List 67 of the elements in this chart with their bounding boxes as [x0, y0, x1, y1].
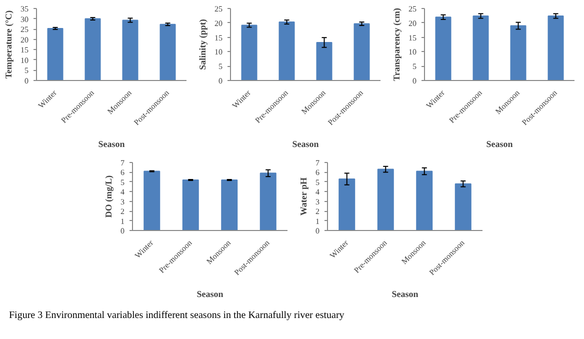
bar	[241, 24, 258, 80]
y-axis-title: Transparency (cm)	[392, 8, 402, 81]
y-tick-label: 1	[120, 216, 124, 226]
y-tick-label: 5	[24, 66, 28, 76]
y-tick-label: 30	[20, 14, 28, 24]
y-tick-label: 15	[20, 46, 28, 55]
y-axis-title: Salinity (ppt)	[198, 19, 208, 70]
y-tick-label: 20	[20, 35, 28, 44]
y-tick-label: 5	[218, 62, 222, 72]
y-tick-label: 5	[316, 178, 320, 187]
x-axis-title: Season	[196, 289, 224, 300]
y-tick-label: 0	[412, 76, 416, 86]
x-axis-title: Season	[392, 289, 418, 300]
y-tick-label: 25	[408, 4, 416, 14]
bar	[510, 25, 526, 80]
bar	[416, 170, 433, 230]
y-tick-label: 1	[316, 216, 320, 226]
y-tick-label: 6	[316, 168, 320, 178]
y-tick-label: 2	[120, 207, 124, 216]
bar	[377, 168, 394, 230]
bar	[260, 172, 276, 230]
y-tick-label: 10	[408, 48, 416, 57]
y-tick-label: 7	[316, 158, 320, 168]
y-tick-label: 4	[120, 188, 124, 197]
y-tick-label: 20	[214, 18, 222, 28]
y-tick-label: 7	[120, 158, 124, 168]
bar	[160, 24, 176, 80]
x-axis-title: Season	[486, 139, 513, 150]
y-tick-label: 2	[316, 207, 320, 216]
y-tick-label: 10	[20, 56, 28, 65]
y-tick-label: 3	[120, 197, 124, 206]
y-tick-label: 25	[20, 25, 28, 34]
y-tick-label: 35	[20, 4, 28, 14]
y-tick-label: 15	[408, 33, 416, 42]
y-tick-label: 0	[120, 226, 124, 236]
y-tick-label: 0	[218, 76, 222, 86]
y-tick-label: 5	[412, 62, 416, 72]
y-tick-label: 10	[214, 48, 222, 57]
x-axis-title: Season	[98, 139, 125, 150]
bar	[354, 23, 370, 80]
y-axis-title: Water pH	[298, 178, 308, 216]
bar	[316, 42, 332, 80]
bar	[548, 15, 564, 80]
bar	[144, 170, 160, 230]
bar	[435, 16, 452, 80]
y-tick-label: 5	[120, 178, 124, 187]
caption: Figure 3 Environmental variables indifferent seasons in the Karnafully river estuary	[9, 309, 344, 323]
y-tick-label: 4	[316, 188, 320, 197]
x-axis-title: Season	[292, 139, 319, 150]
y-tick-label: 3	[316, 197, 320, 206]
bar	[84, 18, 101, 80]
y-axis-title: Temperature (°C)	[4, 10, 14, 79]
bar	[47, 28, 64, 80]
y-tick-label: 0	[316, 226, 320, 236]
bar	[472, 15, 489, 80]
y-tick-label: 6	[120, 168, 124, 178]
y-tick-label: 0	[24, 76, 28, 86]
bar	[182, 179, 199, 230]
bar	[454, 183, 472, 230]
bar	[122, 20, 138, 80]
y-tick-label: 20	[408, 18, 416, 28]
y-axis-title: DO (mg/L)	[104, 175, 114, 218]
y-tick-label: 15	[214, 33, 222, 42]
bar	[278, 22, 295, 80]
bar	[221, 179, 238, 230]
bar	[338, 178, 356, 230]
y-tick-label: 25	[214, 4, 222, 14]
